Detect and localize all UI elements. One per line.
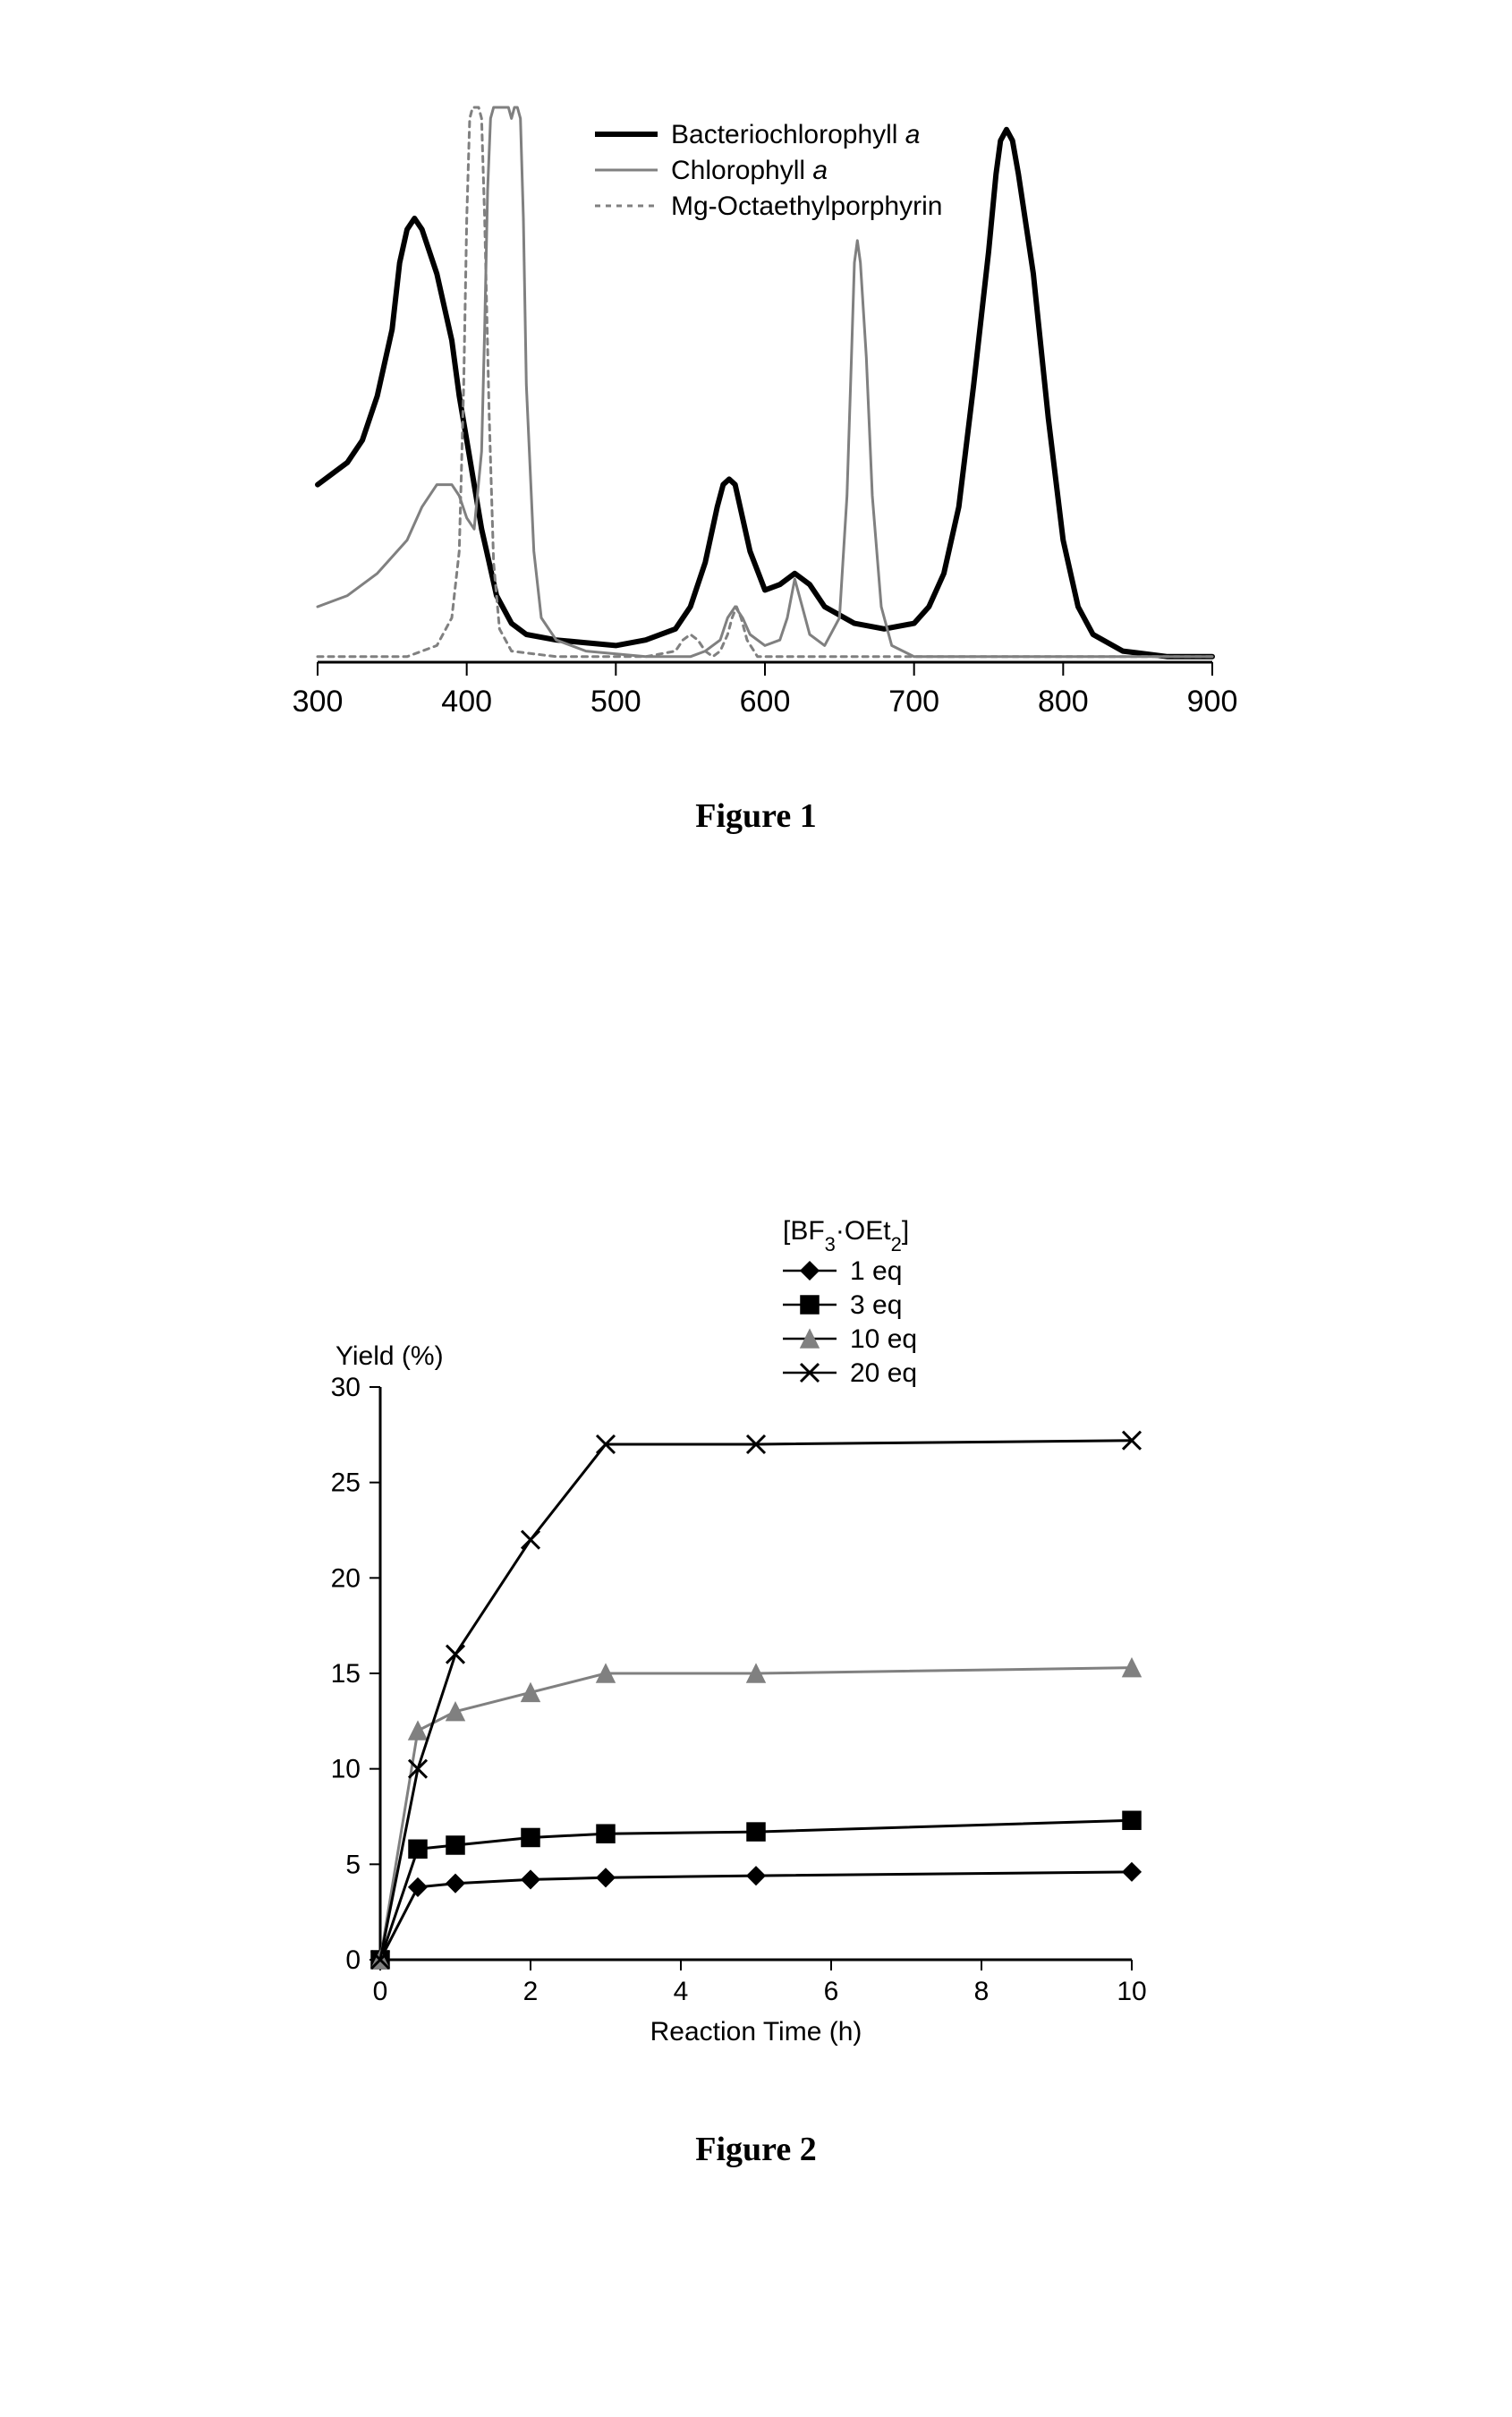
ytick-label: 30 xyxy=(331,1373,361,1402)
ytick-label: 0 xyxy=(345,1945,361,1975)
xtick-label: 8 xyxy=(974,1977,990,2006)
xtick-label: 600 xyxy=(740,685,791,719)
series-chlorophyll-a xyxy=(318,107,1212,657)
xtick-label: 400 xyxy=(441,685,492,719)
legend-label: 3 eq xyxy=(850,1290,902,1320)
figure-2-caption: Figure 2 xyxy=(264,2130,1248,2169)
figure-2-chart: 0 5 10 15 20 25 30 0 2 4 6 8 10 Yield (%) Reaction Tim… xyxy=(264,1208,1248,2103)
legend-label: Mg-Octaethylporphyrin xyxy=(671,191,942,221)
series-10eq xyxy=(380,1668,1132,1960)
xtick-label: 300 xyxy=(293,685,344,719)
page: 300400500600700800900Bacteriochlorophyll… xyxy=(0,0,1512,2417)
figure-2: 0 5 10 15 20 25 30 0 2 4 6 8 10 Yield (%) Reaction Tim… xyxy=(264,1208,1248,2169)
marker-square xyxy=(409,1840,427,1858)
figure-1-caption: Figure 1 xyxy=(264,796,1248,836)
ytick-label: 25 xyxy=(331,1468,361,1498)
xtick-label: 0 xyxy=(373,1977,388,2006)
marker-square xyxy=(801,1296,819,1314)
marker-diamond xyxy=(747,1867,765,1885)
xtick-label: 900 xyxy=(1187,685,1238,719)
x-axis-label: Reaction Time (h) xyxy=(650,2017,862,2047)
figure-1: 300 400 500 600 700 800 900 Bacteriochlorophyll… xyxy=(264,89,1248,836)
marker-square xyxy=(446,1836,464,1854)
marker-square xyxy=(1123,1811,1141,1829)
ytick-label: 20 xyxy=(331,1563,361,1593)
marker-diamond xyxy=(446,1875,464,1893)
ytick-label: 10 xyxy=(331,1755,361,1784)
xtick-label: 10 xyxy=(1117,1977,1146,2006)
series-mg-octaethylporphyrin xyxy=(318,107,1212,657)
marker-diamond xyxy=(597,1868,615,1886)
marker-diamond xyxy=(409,1878,427,1896)
marker-square xyxy=(597,1825,615,1843)
marker-triangle xyxy=(446,1703,464,1721)
legend-label: 10 eq xyxy=(850,1324,917,1354)
figure-1-chart: 300 400 500 600 700 800 900 Bacteriochlorophyll… xyxy=(264,89,1248,770)
marker-diamond xyxy=(522,1870,539,1888)
marker-diamond xyxy=(801,1262,819,1280)
xtick-label: 800 xyxy=(1038,685,1089,719)
legend-label: Chlorophyll a xyxy=(671,156,828,185)
marker-square xyxy=(747,1823,765,1841)
xtick-label: 700 xyxy=(888,685,939,719)
legend-label: 20 eq xyxy=(850,1358,917,1388)
marker-square xyxy=(522,1828,539,1846)
marker-diamond xyxy=(1123,1863,1141,1881)
y-axis-label: Yield (%) xyxy=(336,1341,444,1371)
figure-2-title: [BF3·OEt2] xyxy=(783,1216,909,1255)
marker-triangle xyxy=(522,1683,539,1701)
xtick-label: 2 xyxy=(523,1977,539,2006)
ytick-label: 5 xyxy=(345,1850,361,1879)
ytick-label: 15 xyxy=(331,1659,361,1689)
marker-triangle xyxy=(409,1722,427,1740)
xtick-label: 6 xyxy=(824,1977,839,2006)
xtick-label: 4 xyxy=(674,1977,689,2006)
legend-label: Bacteriochlorophyll a xyxy=(671,120,920,149)
xtick-label: 500 xyxy=(590,685,641,719)
legend-label: 1 eq xyxy=(850,1256,902,1286)
